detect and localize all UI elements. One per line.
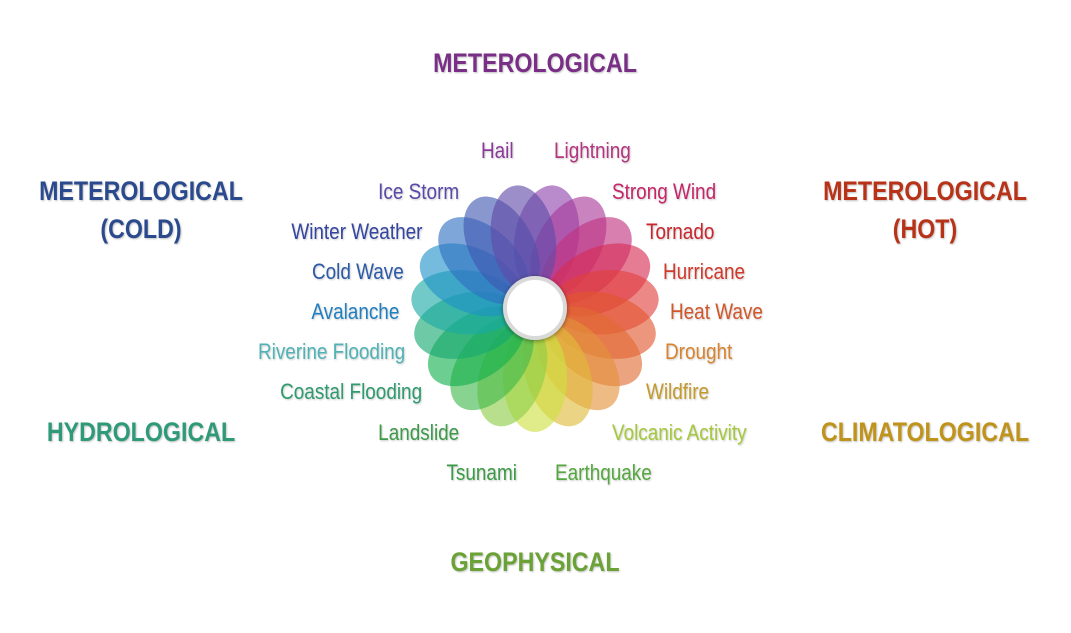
category-meteorological-hot: METEROLOGICAL (HOT) bbox=[804, 172, 1047, 248]
category-hot-line2: (HOT) bbox=[892, 214, 958, 244]
category-cold-line1: METEROLOGICAL bbox=[39, 176, 243, 206]
hazard-label-avalanche: Avalanche bbox=[310, 299, 399, 324]
hazard-label-riverine-flooding: Riverine Flooding bbox=[257, 339, 405, 364]
hazard-label-tornado: Tornado bbox=[646, 219, 715, 244]
hazard-label-hail: Hail bbox=[481, 138, 514, 163]
hazard-label-volcanic-activity: Volcanic Activity bbox=[612, 420, 747, 445]
hazard-label-landslide: Landslide bbox=[377, 420, 459, 445]
hazard-label-heat-wave: Heat Wave bbox=[670, 299, 763, 324]
wheel-petal bbox=[490, 185, 557, 293]
hazard-label-ice-storm: Ice Storm bbox=[378, 179, 459, 204]
hazard-label-drought: Drought bbox=[665, 339, 733, 364]
hazard-label-tsunami: Tsunami bbox=[446, 460, 517, 485]
hazard-label-strong-wind: Strong Wind bbox=[612, 179, 717, 204]
category-meteorological: METEROLOGICAL bbox=[433, 48, 637, 78]
hazard-label-coastal-flooding: Coastal Flooding bbox=[280, 379, 422, 404]
category-geophysical: GEOPHYSICAL bbox=[450, 547, 620, 577]
category-climatological: CLIMATOLOGICAL bbox=[820, 417, 1030, 447]
hazard-label-cold-wave: Cold Wave bbox=[312, 259, 404, 284]
hazard-label-earthquake: Earthquake bbox=[555, 460, 652, 485]
hazard-label-winter-weather: Winter Weather bbox=[290, 219, 422, 244]
category-meteorological-cold: METEROLOGICAL (COLD) bbox=[20, 172, 263, 248]
hazard-label-hurricane: Hurricane bbox=[663, 259, 746, 284]
hazard-label-wildfire: Wildfire bbox=[646, 379, 710, 404]
category-cold-line2: (COLD) bbox=[100, 214, 182, 244]
category-hydrological: HYDROLOGICAL bbox=[46, 417, 236, 447]
category-hot-line1: METEROLOGICAL bbox=[823, 176, 1027, 206]
wheel-hub bbox=[503, 276, 567, 340]
hazard-label-lightning: Lightning bbox=[554, 138, 631, 163]
